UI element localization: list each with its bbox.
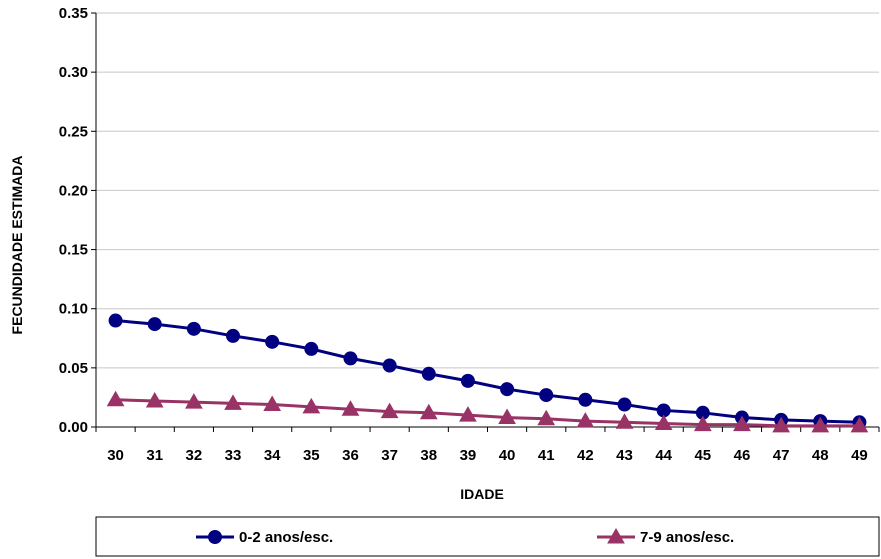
y-axis-title: FECUNDIDADE ESTIMADA	[9, 156, 25, 335]
series-0-point	[460, 373, 475, 388]
series-1-point	[106, 390, 125, 407]
series-1-point	[615, 413, 634, 429]
series-1-point	[459, 406, 477, 422]
series-1-point	[850, 416, 869, 433]
x-tick-label: 47	[773, 447, 790, 464]
x-tick-label: 40	[499, 447, 516, 464]
y-tick-label: 0.35	[59, 5, 88, 22]
legend-label-0: 0-2 anos/esc.	[239, 529, 333, 546]
gridlines	[96, 12, 879, 369]
series-0-point	[539, 388, 554, 403]
series-1-point	[498, 408, 516, 425]
x-tick-label: 43	[616, 447, 633, 464]
series-0-point	[617, 397, 632, 412]
x-tick-label: 45	[694, 447, 711, 464]
series-1-point	[537, 409, 556, 426]
plot-series	[106, 313, 869, 433]
x-tick-label: 39	[460, 447, 477, 464]
x-tick-label: 44	[655, 447, 672, 464]
x-tick-label: 35	[303, 447, 320, 464]
series-1-point	[341, 400, 360, 416]
series-1-point	[654, 414, 673, 430]
series-1-point	[733, 415, 751, 432]
y-tick-label: 0.15	[59, 242, 88, 259]
x-tick-label: 33	[225, 447, 242, 464]
series-1-point	[693, 415, 712, 432]
x-tick-label: 31	[146, 447, 163, 464]
y-tick-label: 0.00	[59, 419, 88, 436]
series-0-point	[108, 313, 123, 328]
series-0-point	[304, 341, 319, 356]
x-tick-label: 41	[538, 447, 555, 464]
y-tick-label: 0.20	[59, 182, 88, 199]
series-0-point	[265, 334, 280, 349]
series-0-point	[343, 351, 358, 366]
series-0-point	[578, 392, 593, 407]
x-tick-label: 30	[107, 447, 124, 464]
x-tick-label: 34	[264, 447, 281, 464]
x-tick-label: 48	[812, 447, 829, 464]
x-tick-label: 42	[577, 447, 594, 464]
x-tick-label: 32	[186, 447, 203, 464]
series-0-point	[421, 366, 436, 381]
series-1-point	[185, 393, 203, 409]
y-tick-label: 0.25	[59, 123, 88, 140]
series-1-point	[302, 397, 321, 414]
series-1-point	[419, 403, 438, 420]
x-axis: 30 31 32 33 34 35 36 37 38 39 40 41 42 43 44 45 46 47 48 49	[95, 426, 880, 464]
legend-marker-0	[208, 530, 222, 544]
x-tick-label: 46	[734, 447, 751, 464]
series-1-point	[576, 412, 595, 428]
series-0-point	[382, 358, 397, 373]
series-1-point	[224, 394, 242, 410]
series-0-point	[147, 317, 162, 332]
legend-label-1: 7-9 anos/esc.	[640, 529, 734, 546]
y-tick-label: 0.30	[59, 64, 88, 81]
series-1-point	[811, 416, 830, 433]
legend: 0-2 anos/esc. 7-9 anos/esc.	[95, 516, 880, 557]
series-0-point	[226, 328, 241, 343]
y-tick-label: 0.05	[59, 360, 88, 377]
y-tick-label: 0.10	[59, 301, 88, 318]
series-1-point	[263, 395, 282, 412]
x-tick-label: 49	[851, 447, 868, 464]
series-1-point	[380, 402, 399, 419]
legend-marker-1	[607, 527, 625, 544]
series-1-point	[145, 391, 164, 408]
y-axis: 0.00 0.05 0.10 0.15 0.20 0.25 0.30 0.35	[59, 5, 97, 436]
x-tick-label: 36	[342, 447, 359, 464]
x-tick-label: 38	[420, 447, 437, 464]
x-axis-title: IDADE	[460, 486, 504, 502]
series-0-point	[500, 382, 515, 397]
series-1-point	[772, 416, 790, 433]
series-line-1	[115, 398, 860, 428]
x-tick-label: 37	[381, 447, 398, 464]
series-0-point	[186, 321, 201, 336]
